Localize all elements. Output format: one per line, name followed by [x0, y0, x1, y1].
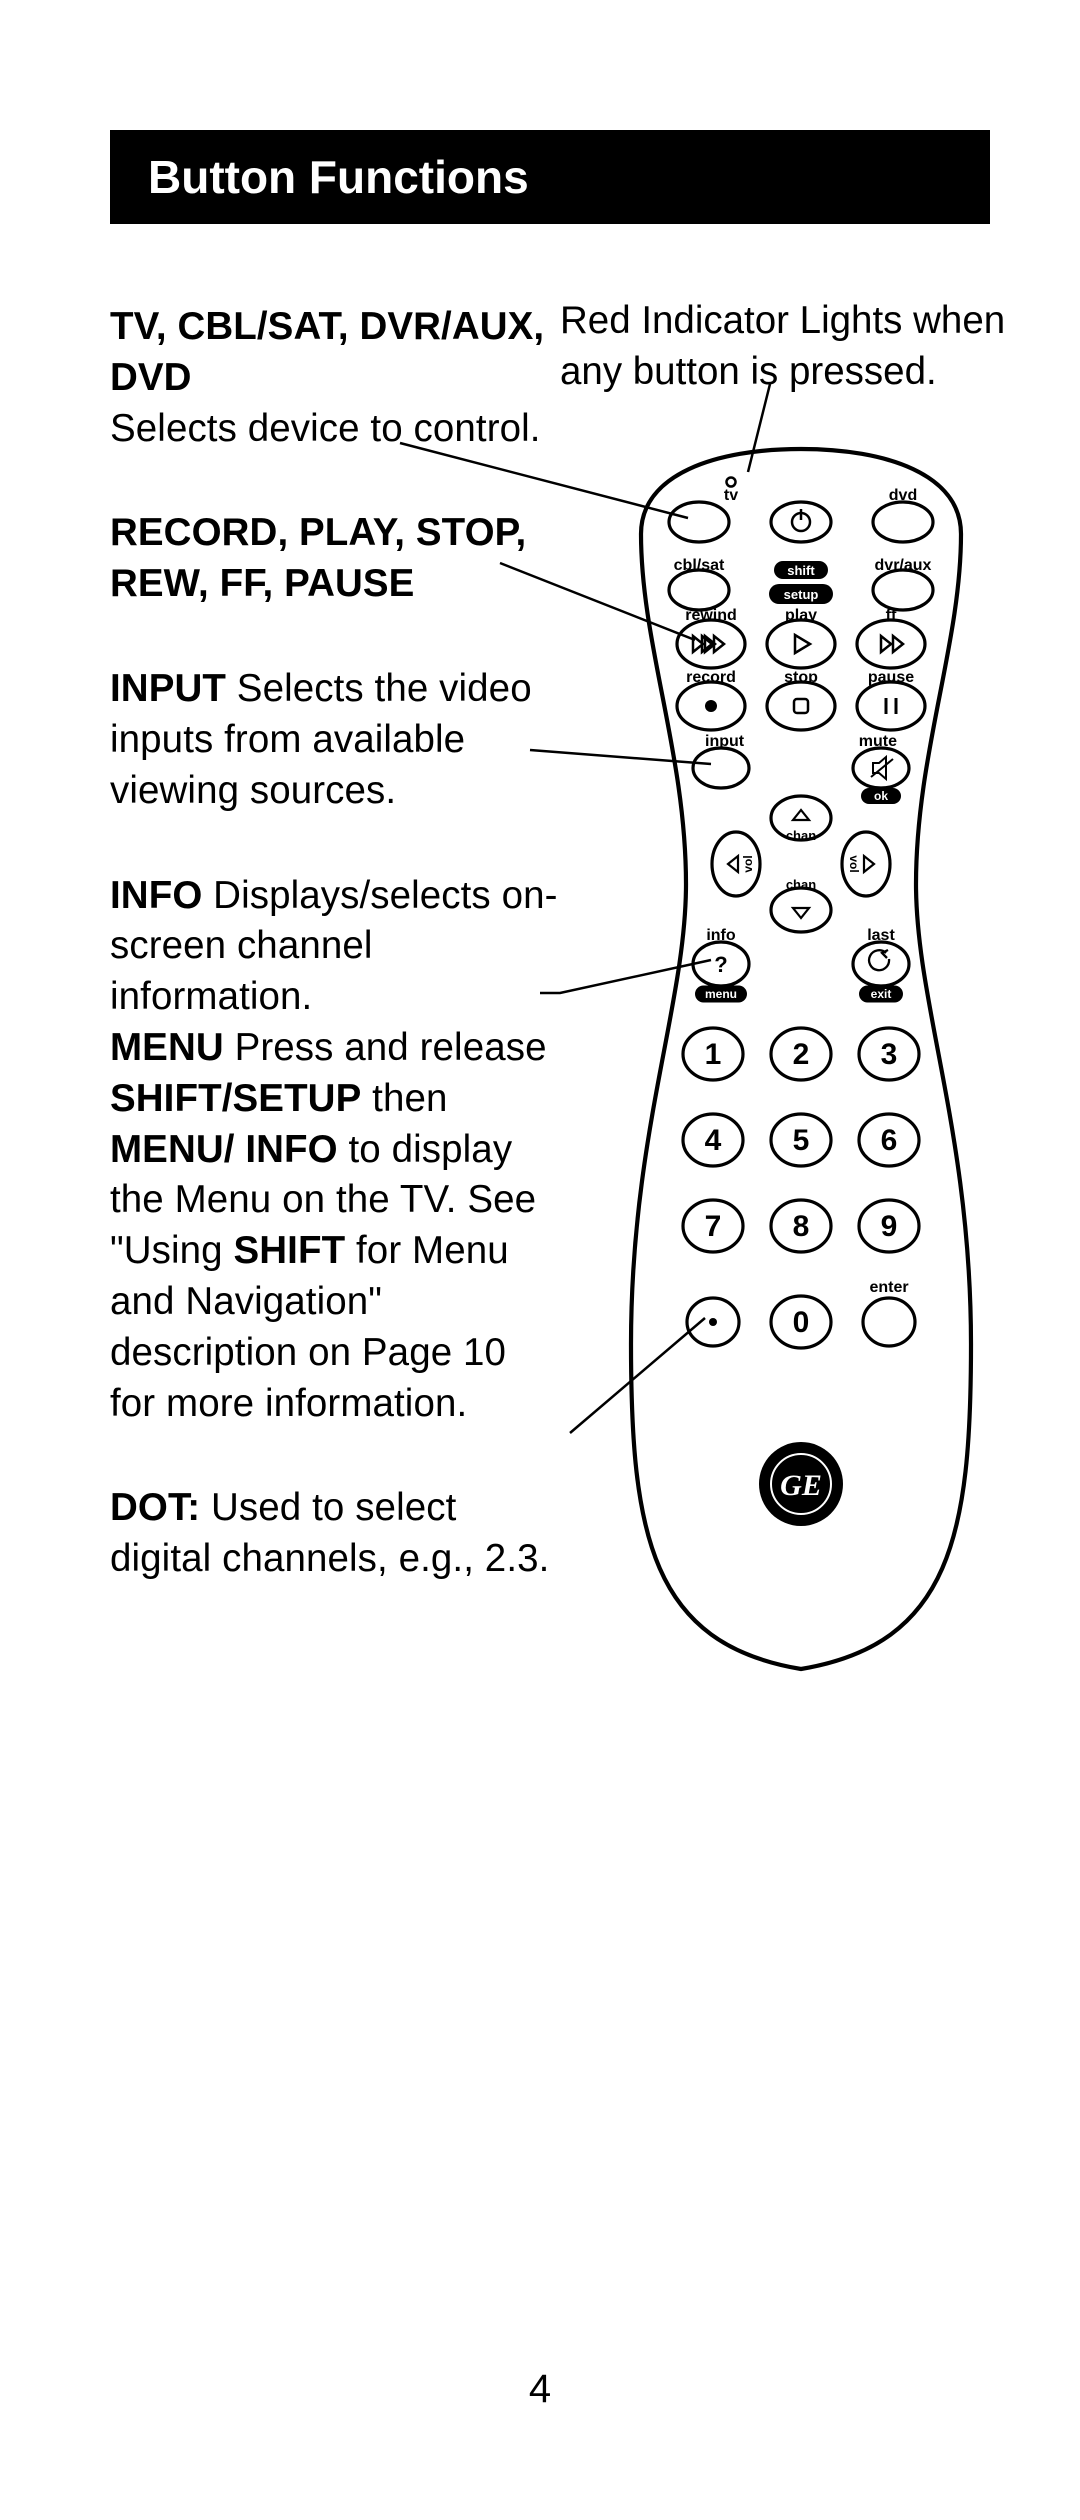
- svg-text:exit: exit: [870, 987, 891, 1001]
- device-heading: TV, CBL/SAT, DVR/AUX, DVD: [110, 305, 544, 399]
- svg-text:2: 2: [792, 1038, 809, 1071]
- svg-text:4: 4: [704, 1124, 721, 1157]
- svg-text:1: 1: [704, 1038, 721, 1071]
- menu-lead: MENU: [110, 1026, 235, 1069]
- svg-text:vol: vol: [741, 855, 755, 872]
- dot-block: DOT: Used to select digital channels, e.…: [110, 1483, 558, 1585]
- section-header: Button Functions: [110, 130, 990, 224]
- svg-text:3: 3: [880, 1038, 897, 1071]
- svg-text:?: ?: [714, 952, 727, 977]
- svg-text:dvr/aux: dvr/aux: [874, 557, 931, 574]
- svg-text:5: 5: [792, 1124, 809, 1157]
- content-row: TV, CBL/SAT, DVR/AUX, DVD Selects device…: [110, 302, 990, 1639]
- device-body: Selects device to control.: [110, 407, 541, 450]
- transport-block: RECORD, PLAY, STOP, REW, FF, PAUSE: [110, 508, 558, 610]
- remote-diagram: tvdvdcbl/satshiftdvr/auxsetuprewindplayf…: [596, 444, 1006, 1684]
- info-lead: INFO: [110, 874, 213, 917]
- menu-info: MENU/ INFO: [110, 1128, 338, 1171]
- svg-text:setup: setup: [783, 587, 818, 602]
- svg-text:GE: GE: [780, 1469, 822, 1502]
- section-title: Button Functions: [148, 151, 529, 203]
- input-lead: INPUT: [110, 667, 237, 710]
- then-word: then: [361, 1077, 447, 1120]
- svg-text:menu: menu: [705, 987, 737, 1001]
- svg-text:0: 0: [792, 1306, 809, 1339]
- device-block: TV, CBL/SAT, DVR/AUX, DVD Selects device…: [110, 302, 558, 454]
- svg-text:6: 6: [880, 1124, 897, 1157]
- svg-text:7: 7: [704, 1210, 721, 1243]
- svg-text:dvd: dvd: [888, 487, 916, 504]
- menu-body1: Press and release: [235, 1026, 547, 1069]
- info-menu-block: INFO Displays/selects on-screen channel …: [110, 871, 558, 1430]
- shift-word: SHIFT: [234, 1229, 346, 1272]
- input-block: INPUT Selects the video inputs from avai…: [110, 664, 558, 816]
- svg-text:vol: vol: [847, 855, 861, 872]
- svg-text:shift: shift: [787, 563, 815, 578]
- svg-text:8: 8: [792, 1210, 809, 1243]
- remote-svg: tvdvdcbl/satshiftdvr/auxsetuprewindplayf…: [596, 444, 1006, 1684]
- indicator-note: Red Indicator Lights when any button is …: [560, 296, 1030, 398]
- svg-text:chan: chan: [785, 828, 815, 843]
- indicator-note-text: Red Indicator Lights when any button is …: [560, 299, 1005, 393]
- page-number: 4: [0, 2367, 1080, 2412]
- dot-lead: DOT:: [110, 1486, 200, 1529]
- svg-text:ok: ok: [874, 789, 888, 803]
- left-column: TV, CBL/SAT, DVR/AUX, DVD Selects device…: [110, 302, 558, 1639]
- shift-setup: SHIFT/SETUP: [110, 1077, 361, 1120]
- svg-text:chan: chan: [785, 877, 815, 892]
- svg-text:9: 9: [880, 1210, 897, 1243]
- transport-heading: RECORD, PLAY, STOP, REW, FF, PAUSE: [110, 511, 526, 605]
- page-number-text: 4: [529, 2367, 551, 2411]
- svg-text:enter: enter: [869, 1279, 908, 1296]
- svg-text:tv: tv: [724, 487, 738, 504]
